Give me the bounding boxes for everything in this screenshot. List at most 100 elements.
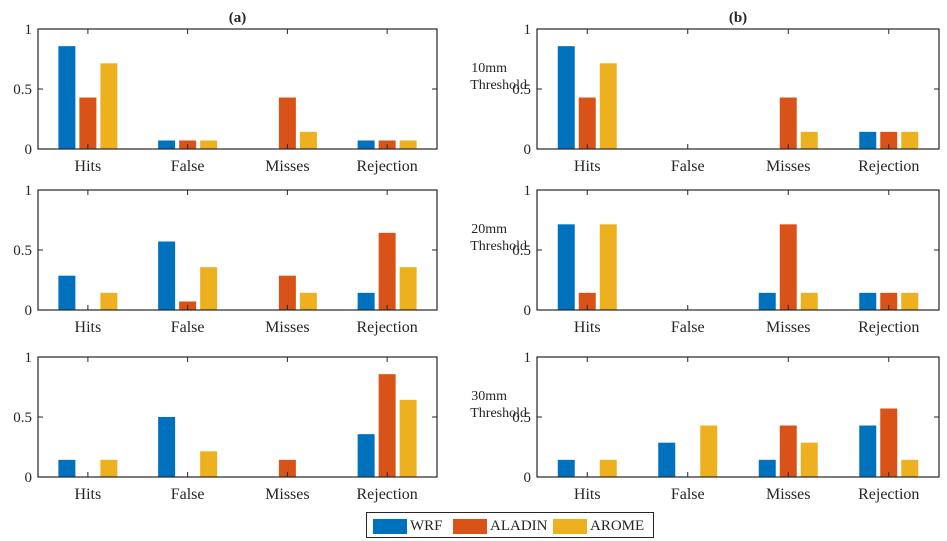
- chart-panel-3: 0 0.5 1 Hits False Misses Rejection: [13, 183, 438, 336]
- panel-title: (b): [729, 10, 747, 26]
- bar-arome-misses: [800, 442, 818, 477]
- y-tick-label: 0: [25, 470, 33, 486]
- bar-wrf-rejection: [357, 434, 375, 477]
- chart-panel-4: 0 0.5 1 Hits False Misses Rejection 20mm Thresho…: [470, 183, 940, 336]
- x-tick-label-misses: Misses: [766, 158, 810, 175]
- y-tick-label: 1: [25, 22, 33, 38]
- bar-wrf-rejection: [357, 140, 375, 149]
- x-tick-label-hits: Hits: [574, 486, 601, 503]
- legend-label-aladin: ALADIN: [490, 518, 548, 534]
- x-tick-label-false: False: [671, 158, 705, 175]
- bar-arome-rejection: [399, 267, 417, 310]
- y-tick-label: 1: [25, 183, 33, 199]
- legend-label-wrf: WRF: [410, 518, 443, 534]
- axes-box: [37, 189, 438, 311]
- bar-aladin-hits: [578, 292, 596, 310]
- bar-arome-rejection: [399, 399, 417, 477]
- y-tick-label: 0.5: [13, 82, 32, 98]
- bar-wrf-hits: [557, 224, 575, 310]
- bar-arome-hits: [100, 459, 118, 477]
- x-tick-label-misses: Misses: [265, 319, 309, 336]
- bar-wrf-hits: [58, 459, 76, 477]
- y-tick-label: 0: [524, 142, 532, 158]
- chart-panel-5: 0 0.5 1 Hits False Misses Rejection: [13, 350, 438, 503]
- y-tick-label: 0.5: [13, 243, 32, 259]
- legend-label-arome: AROME: [590, 518, 645, 534]
- y-tick-label: 1: [524, 22, 532, 38]
- chart-panel-1: 0 0.5 1 Hits False Misses Rejection (a): [13, 10, 438, 175]
- bar-wrf-false: [158, 140, 176, 149]
- bar-arome-misses: [299, 131, 317, 149]
- bar-aladin-misses: [278, 97, 296, 149]
- y-tick-label: 1: [524, 350, 532, 366]
- x-tick-label-rejection: Rejection: [356, 319, 417, 336]
- bar-arome-false: [200, 451, 218, 477]
- bar-wrf-rejection: [859, 131, 877, 149]
- x-tick-label-misses: Misses: [766, 319, 810, 336]
- bar-aladin-misses: [278, 459, 296, 477]
- bar-aladin-misses: [779, 425, 797, 477]
- y-tick-label: 0.5: [13, 410, 32, 426]
- bar-aladin-misses: [779, 224, 797, 310]
- bar-arome-misses: [800, 131, 818, 149]
- bar-wrf-misses: [758, 459, 776, 477]
- chart-legend: WRF ALADIN AROME: [366, 512, 654, 538]
- axes-box: [536, 189, 940, 311]
- row-threshold-label: 20mm Threshold: [470, 222, 527, 254]
- x-tick-label-hits: Hits: [75, 158, 102, 175]
- x-tick-label-hits: Hits: [75, 486, 102, 503]
- y-tick-label: 0: [25, 303, 33, 319]
- legend-swatch-wrf: [373, 518, 407, 534]
- bar-aladin-rejection: [880, 408, 898, 477]
- x-tick-label-hits: Hits: [574, 319, 601, 336]
- y-tick-label: 1: [524, 183, 532, 199]
- y-tick-label: 0.5: [512, 243, 531, 259]
- x-tick-label-false: False: [671, 319, 705, 336]
- axes-box: [37, 28, 438, 150]
- legend-swatch-aladin: [453, 518, 487, 534]
- x-tick-label-rejection: Rejection: [356, 158, 417, 175]
- bar-aladin-misses: [779, 97, 797, 149]
- bar-arome-hits: [599, 63, 617, 149]
- bar-wrf-rejection: [859, 425, 877, 477]
- axes-box: [536, 28, 940, 150]
- bar-wrf-false: [158, 241, 176, 310]
- bar-wrf-hits: [557, 46, 575, 149]
- legend-entry-arome: AROME: [553, 517, 644, 535]
- legend-entry-aladin: ALADIN: [453, 517, 548, 535]
- bar-aladin-rejection: [378, 232, 396, 310]
- bar-arome-misses: [800, 292, 818, 310]
- x-tick-label-misses: Misses: [766, 486, 810, 503]
- chart-panel-2: 0 0.5 1 Hits False Misses Rejection (b) 10mm Thre…: [470, 10, 940, 175]
- x-tick-label-rejection: Rejection: [858, 319, 919, 336]
- x-tick-label-rejection: Rejection: [858, 486, 919, 503]
- x-tick-label-misses: Misses: [265, 486, 309, 503]
- bar-wrf-rejection: [859, 292, 877, 310]
- axes-box: [536, 356, 940, 478]
- x-tick-label-false: False: [171, 486, 205, 503]
- bar-arome-false: [700, 425, 718, 477]
- y-tick-label: 0: [25, 142, 33, 158]
- bar-arome-rejection: [901, 459, 919, 477]
- bar-aladin-hits: [578, 97, 596, 149]
- chart-panel-6: 0 0.5 1 Hits False Misses Rejection 30mm Thresho…: [470, 350, 940, 503]
- bar-arome-rejection: [901, 131, 919, 149]
- bar-wrf-rejection: [357, 292, 375, 310]
- bar-arome-rejection: [901, 292, 919, 310]
- legend-swatch-arome: [553, 518, 587, 534]
- x-tick-label-hits: Hits: [574, 158, 601, 175]
- bar-aladin-misses: [278, 275, 296, 310]
- bar-wrf-false: [158, 417, 176, 477]
- x-tick-label-hits: Hits: [75, 319, 102, 336]
- bar-arome-rejection: [399, 140, 417, 149]
- panel-title: (a): [229, 10, 247, 26]
- bar-arome-hits: [100, 63, 118, 149]
- x-tick-label-false: False: [171, 319, 205, 336]
- bar-arome-hits: [100, 292, 118, 310]
- x-tick-label-false: False: [671, 486, 705, 503]
- bar-aladin-rejection: [880, 131, 898, 149]
- bar-aladin-rejection: [880, 292, 898, 310]
- x-tick-label-false: False: [171, 158, 205, 175]
- bar-arome-misses: [299, 292, 317, 310]
- x-tick-label-rejection: Rejection: [858, 158, 919, 175]
